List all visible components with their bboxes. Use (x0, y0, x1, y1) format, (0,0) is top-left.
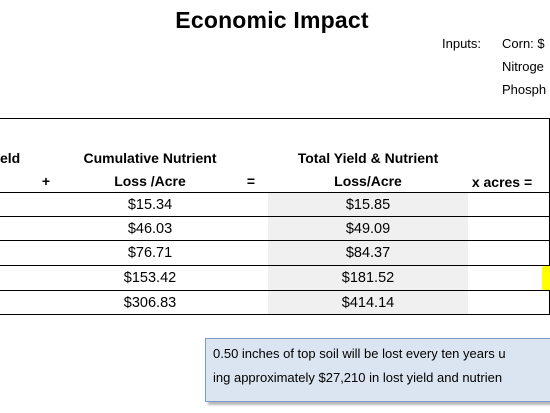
total-loss-cell: $15.85 (345, 197, 391, 213)
table-row-border (0, 240, 550, 241)
nutrient-loss-cell: $153.42 (123, 270, 177, 286)
header-equals: = (246, 173, 256, 189)
input-nitrogen: Nitroge (502, 59, 544, 74)
table-row-border (0, 290, 550, 291)
nutrient-loss-cell: $306.83 (123, 295, 177, 311)
header-yield: eld (0, 150, 21, 166)
note-line: 0.50 inches of top soil will be lost eve… (213, 346, 506, 361)
highlighted-cell[interactable] (542, 266, 550, 290)
header-nutrient-loss-line2: Loss /Acre (114, 173, 186, 189)
header-acres: x acres = (471, 174, 533, 190)
header-total-loss-line2: Loss/Acre (334, 173, 402, 189)
total-loss-cell: $84.37 (345, 245, 391, 261)
note-textbox[interactable]: 0.50 inches of top soil will be lost eve… (205, 338, 550, 402)
page-title: Economic Impact (175, 7, 369, 33)
nutrient-loss-cell: $76.71 (127, 245, 173, 261)
total-loss-cell: $414.14 (341, 295, 395, 311)
total-loss-cell: $49.09 (345, 221, 391, 237)
table-header-border (0, 192, 550, 193)
table-row-border (0, 265, 550, 266)
nutrient-loss-cell: $15.34 (127, 197, 173, 213)
total-loss-cell: $181.52 (341, 270, 395, 286)
note-line: ing approximately $27,210 in lost yield … (213, 370, 503, 385)
table-top-border (0, 118, 550, 119)
table-row-border (0, 216, 550, 217)
nutrient-loss-cell: $46.03 (127, 221, 173, 237)
header-total-loss-line1: Total Yield & Nutrient (297, 150, 439, 166)
input-corn: Corn: $ (502, 36, 545, 51)
header-nutrient-loss-line1: Cumulative Nutrient (83, 150, 217, 166)
table-bottom-border (0, 314, 550, 315)
header-plus: + (41, 173, 51, 189)
inputs-label: Inputs: (442, 36, 482, 51)
input-phosphorus: Phosph (502, 82, 547, 97)
total-column-shade (268, 192, 468, 314)
